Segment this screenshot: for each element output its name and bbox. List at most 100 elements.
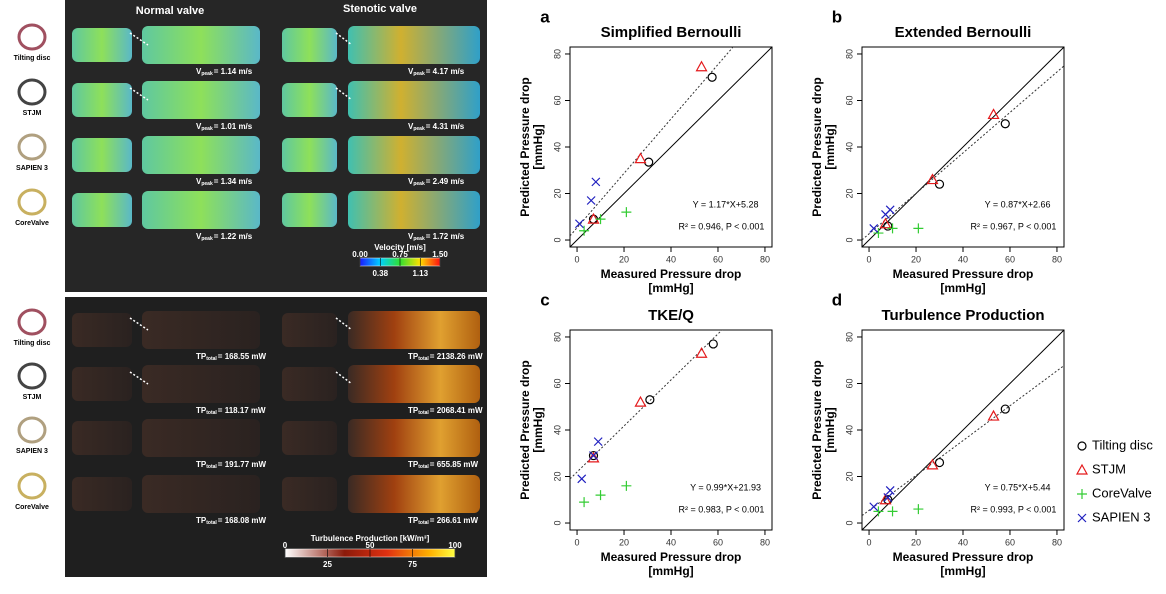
symbol: TP (408, 352, 419, 361)
x-tick-label: 40 (958, 254, 968, 264)
point (887, 223, 898, 234)
fit-label: Y = 1.17*X+5.28 (693, 199, 759, 209)
y-tick-label: 60 (552, 95, 562, 105)
point (869, 223, 879, 233)
valve-icon (17, 23, 47, 51)
x-axis-label: Measured Pressure drop (893, 267, 1034, 281)
x-tick-label: 80 (1052, 537, 1062, 547)
flow-image (72, 421, 132, 455)
column-title: Stenotic valve (343, 3, 417, 15)
subscript: peak (201, 126, 213, 132)
stats-label: R² = 0.946, P < 0.001 (679, 221, 765, 231)
x-tick-label: 60 (713, 537, 723, 547)
identity-line (570, 47, 772, 247)
y-axis-label: [mmHg] (531, 407, 545, 452)
value-label: Vpeak= 4.17 m/s (408, 67, 465, 77)
value-label: TPtotal= 168.55 mW (196, 352, 266, 362)
valve-icon (17, 133, 47, 161)
valve-icon (17, 78, 47, 106)
subscript: peak (201, 236, 213, 242)
value-label: TPtotal= 266.61 mW (408, 516, 478, 526)
valve-icon (17, 472, 47, 500)
y-tick-label: 0 (552, 521, 562, 526)
valve-label: Tilting disc (14, 340, 51, 347)
flow-image (348, 26, 480, 64)
valve-icon (17, 188, 47, 216)
value: = 1.34 m/s (214, 177, 253, 186)
point (579, 225, 590, 236)
flow-image (282, 421, 337, 455)
colorbar-title: Velocity [m/s] (374, 243, 426, 252)
x-tick-label: 40 (666, 254, 676, 264)
y-tick-label: 20 (844, 472, 854, 482)
value-label: Vpeak= 4.31 m/s (408, 122, 465, 132)
value-label: Vpeak= 1.72 m/s (408, 232, 465, 242)
subscript: total (418, 464, 429, 470)
value: = 2068.41 mW (430, 406, 483, 415)
valve-marker (335, 87, 353, 101)
subscript: total (418, 520, 429, 526)
flow-image (348, 136, 480, 174)
value-label: Vpeak= 2.49 m/s (408, 177, 465, 187)
value: = 266.61 mW (430, 516, 479, 525)
y-tick-label: 0 (844, 521, 854, 526)
point (589, 451, 598, 461)
y-tick-label: 0 (552, 238, 562, 243)
value-label: TPtotal= 2068.41 mW (408, 406, 483, 416)
point (913, 223, 924, 234)
subscript: total (206, 520, 217, 526)
point (1000, 404, 1010, 414)
point (574, 219, 584, 229)
valve-label: SAPIEN 3 (16, 165, 48, 172)
symbol: TP (196, 516, 207, 525)
valve-icon (17, 362, 47, 390)
point (707, 72, 717, 82)
x-tick-label: 60 (713, 254, 723, 264)
valve-label: STJM (23, 110, 42, 117)
x-axis-label: Measured Pressure drop (893, 550, 1034, 564)
point (591, 177, 601, 187)
value-label: Vpeak= 1.01 m/s (196, 122, 253, 132)
symbol: V (196, 122, 202, 131)
plot-area (570, 47, 772, 247)
panel-label: d (832, 290, 842, 309)
chart: a Simplified Bernoulli 0 20 40 60 80 0 20 40 60 80 M… (518, 7, 773, 295)
colorbar-tick-label: 0.00 (352, 250, 368, 259)
y-tick-label: 60 (552, 378, 562, 388)
value-label: TPtotal= 191.77 mW (196, 460, 266, 470)
point (873, 506, 884, 517)
colorbar-tick-label: 1.13 (412, 269, 428, 278)
point (708, 339, 718, 349)
stats-label: R² = 0.967, P < 0.001 (971, 221, 1057, 231)
x-axis-label: [mmHg] (648, 281, 693, 295)
fit-label: Y = 0.87*X+2.66 (985, 199, 1051, 209)
plot-area (570, 330, 723, 508)
point (887, 506, 898, 517)
column-title: Normal valve (136, 5, 204, 17)
flow-image (142, 475, 260, 513)
x-tick-label: 20 (911, 537, 921, 547)
x-tick-label: 80 (760, 254, 770, 264)
flow-image (348, 311, 480, 349)
y-tick-label: 40 (844, 425, 854, 435)
left-panel: Normal valve Stenotic valve Vpeak= 1.14 … (65, 0, 487, 577)
y-tick-label: 0 (844, 238, 854, 243)
y-tick-label: 80 (552, 332, 562, 342)
x-tick-label: 0 (575, 254, 580, 264)
symbol: V (196, 177, 202, 186)
symbol: V (196, 67, 202, 76)
chart-title: Turbulence Production (881, 307, 1044, 324)
flow-image (72, 477, 132, 511)
flow-image (282, 367, 337, 401)
subscript: total (418, 410, 429, 416)
fit-label: Y = 0.75*X+5.44 (985, 482, 1051, 492)
y-axis-label: Predicted Pressure drop (518, 360, 532, 499)
x-tick-label: 0 (575, 537, 580, 547)
fit-label: Y = 0.99*X+21.93 (690, 482, 761, 492)
point (644, 157, 654, 167)
subscript: total (418, 356, 429, 362)
panel-label: c (540, 290, 549, 309)
colorbar-title: Turbulence Production [kW/m³] (311, 534, 430, 543)
valve-marker (335, 371, 353, 385)
